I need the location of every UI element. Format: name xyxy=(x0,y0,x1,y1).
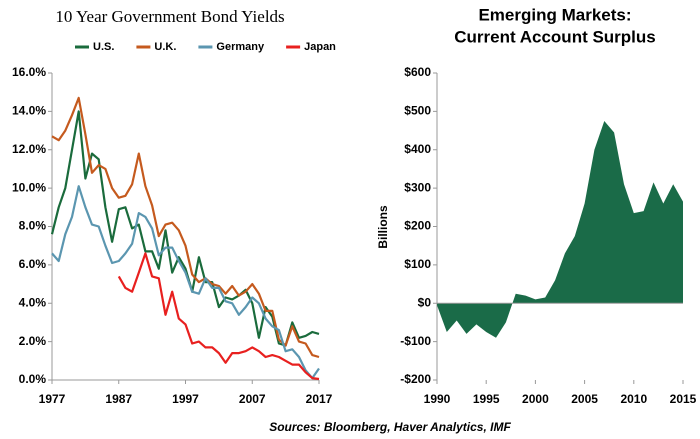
y-tick-label: 14.0% xyxy=(12,104,46,118)
y-tick-label: 12.0% xyxy=(12,142,46,156)
chart-title: 10 Year Government Bond Yields xyxy=(55,7,284,26)
y-tick-label: $0 xyxy=(418,295,432,309)
y-tick-label: $300 xyxy=(404,180,431,194)
y-tick-label: 2.0% xyxy=(19,334,47,348)
y-tick-label: 8.0% xyxy=(19,219,47,233)
source-note: Sources: Bloomberg, Haver Analytics, IMF xyxy=(269,420,511,434)
legend-label: U.S. xyxy=(93,41,114,53)
y-tick-label: $400 xyxy=(404,142,431,156)
legend-label: Germany xyxy=(216,41,265,53)
series-line xyxy=(50,110,320,347)
y-tick-label: -$100 xyxy=(400,334,431,348)
x-tick-label: 2017 xyxy=(306,392,333,406)
legend-label: Japan xyxy=(304,41,336,53)
x-tick-label: 2000 xyxy=(522,392,549,406)
chart-title: Current Account Surplus xyxy=(454,27,656,46)
x-tick-label: 2005 xyxy=(571,392,598,406)
x-tick-label: 1987 xyxy=(105,392,132,406)
y-tick-label: 0.0% xyxy=(19,372,47,386)
series-line xyxy=(51,96,320,359)
x-tick-label: 1997 xyxy=(172,392,199,406)
x-tick-label: 2007 xyxy=(239,392,266,406)
x-tick-label: 1995 xyxy=(473,392,500,406)
y-tick-label: $100 xyxy=(404,257,431,271)
area xyxy=(437,121,683,338)
y-tick-label: 16.0% xyxy=(12,65,46,79)
chart-title: Emerging Markets: xyxy=(478,5,631,24)
y-tick-label: -$200 xyxy=(400,372,431,386)
x-tick-label: 2015 xyxy=(670,392,697,406)
x-tick-label: 1990 xyxy=(424,392,451,406)
y-axis-label: Billions xyxy=(376,205,390,249)
x-tick-label: 1977 xyxy=(39,392,66,406)
x-tick-label: 2010 xyxy=(620,392,647,406)
y-tick-label: $500 xyxy=(404,104,431,118)
legend-label: U.K. xyxy=(154,41,176,53)
y-tick-label: 6.0% xyxy=(19,257,47,271)
y-tick-label: 10.0% xyxy=(12,180,46,194)
series-line xyxy=(51,185,320,380)
y-tick-label: 4.0% xyxy=(19,295,47,309)
y-tick-label: $200 xyxy=(404,219,431,233)
y-tick-label: $600 xyxy=(404,65,431,79)
series-line xyxy=(117,252,320,381)
